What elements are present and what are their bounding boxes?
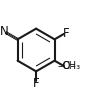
Text: F: F: [63, 27, 69, 40]
Text: F: F: [33, 77, 39, 90]
Text: –O–: –O–: [57, 61, 76, 71]
Text: N: N: [0, 25, 9, 38]
Text: CH₃: CH₃: [63, 61, 81, 71]
